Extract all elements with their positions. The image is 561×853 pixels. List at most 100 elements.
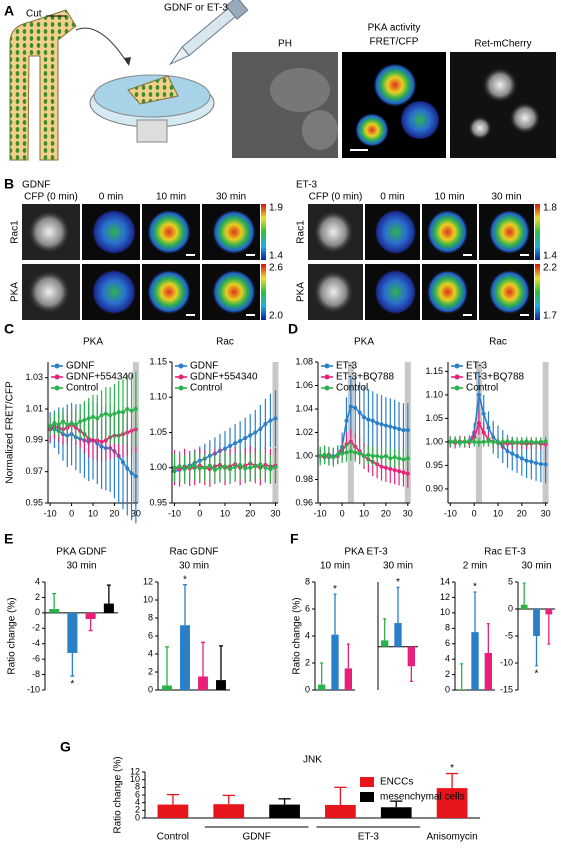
point: [538, 439, 543, 444]
cut-label: Cut: [26, 9, 42, 20]
legend-marker: [454, 374, 460, 380]
x-tick-label: -10: [314, 508, 327, 518]
legend-label: Control: [190, 383, 222, 394]
point: [397, 469, 402, 474]
point: [48, 424, 53, 429]
point: [344, 450, 349, 455]
point: [228, 443, 233, 448]
ph-cells: [270, 68, 330, 112]
point: [481, 411, 486, 416]
bar: [318, 684, 326, 690]
panel-label: C: [4, 321, 14, 337]
legend-swatch: [360, 777, 374, 787]
y-tick-label: 0.95: [25, 497, 43, 507]
legend-label: ET-3+BQ788: [466, 372, 525, 383]
legend-marker: [178, 385, 184, 391]
bar: [436, 788, 468, 818]
bar: [520, 604, 528, 609]
point: [172, 465, 177, 470]
legend-label: mesenchymal cells: [380, 792, 464, 803]
legend-marker: [54, 374, 60, 380]
point: [401, 457, 406, 462]
panel-label: F: [290, 531, 299, 547]
significance: *: [70, 679, 74, 690]
point: [86, 416, 91, 421]
y-tick-label: 0.99: [25, 435, 43, 445]
y-tick-label: 0.90: [425, 483, 443, 493]
y-tick-label: 2: [148, 666, 153, 676]
legend-label: ET-3: [466, 361, 488, 372]
legend-marker: [324, 374, 330, 380]
y-tick-label: 4: [135, 797, 140, 807]
point: [82, 417, 87, 422]
pipette-tip: [168, 46, 190, 66]
ph-cells: [302, 110, 338, 150]
point: [65, 422, 70, 427]
point: [331, 455, 336, 460]
chart-title: Rac: [489, 337, 507, 348]
pipette-body: [181, 7, 236, 57]
point: [543, 439, 548, 444]
y-tick-label: 6: [148, 630, 153, 640]
legend-marker: [178, 374, 184, 380]
y-tick-label: 4: [445, 654, 450, 664]
point: [73, 422, 78, 427]
y-tick-label: 1.15: [149, 356, 167, 366]
pipette: [168, 0, 249, 66]
bar: [162, 685, 172, 690]
point: [223, 446, 227, 451]
image-title: PH: [278, 39, 292, 50]
image-title: PKA activity: [368, 23, 421, 34]
ret-cell: [509, 102, 541, 134]
y-axis-label: Ratio change (%): [7, 597, 18, 674]
y-tick-label: 8: [445, 623, 450, 633]
bar: [67, 612, 78, 653]
y-tick-label: 8: [148, 612, 153, 622]
y-tick-label: 0: [148, 684, 153, 694]
point: [505, 439, 510, 444]
point: [348, 449, 353, 454]
fret-cell: [355, 113, 389, 147]
chart-subtitle: 30 min: [383, 561, 413, 572]
point: [207, 463, 212, 468]
x-tick-label: 20: [381, 508, 391, 518]
y-tick-label: -5: [505, 630, 513, 640]
y-tick-label: 1.00: [149, 462, 167, 472]
colorbar-label: 1.4: [543, 251, 557, 262]
y-tick-label: 2: [305, 657, 310, 667]
point: [392, 425, 397, 430]
point: [187, 465, 192, 470]
panel-label: B: [4, 176, 14, 192]
colorbar-label: 2.0: [269, 311, 283, 322]
y-tick-label: 4: [35, 576, 40, 586]
cell: [146, 209, 192, 255]
point: [353, 450, 358, 455]
point: [379, 455, 384, 460]
legend-marker: [324, 385, 330, 391]
point: [388, 466, 393, 471]
bar: [484, 652, 492, 690]
x-tick-label: 0: [197, 508, 202, 518]
legend-label: ET-3: [336, 361, 358, 372]
point: [248, 433, 253, 438]
point: [103, 411, 108, 416]
y-tick-label: 2: [135, 805, 140, 815]
x-tick-label: 20: [245, 508, 255, 518]
point: [467, 439, 472, 444]
point: [243, 466, 248, 471]
significance: *: [535, 668, 539, 679]
fret-cell: [373, 63, 417, 107]
legend-label: Control: [66, 383, 98, 394]
legend-label: ET-3+BQ788: [336, 372, 395, 383]
point: [401, 428, 406, 433]
bar: [49, 609, 60, 613]
point: [362, 415, 366, 420]
cell: [488, 269, 531, 315]
point: [108, 413, 113, 418]
legend-label: GDNF: [190, 361, 218, 372]
row-label: Rac1: [10, 220, 21, 244]
point: [383, 423, 388, 428]
point: [258, 462, 263, 467]
y-tick-label: 6: [135, 789, 140, 799]
fret-cell: [400, 100, 440, 140]
